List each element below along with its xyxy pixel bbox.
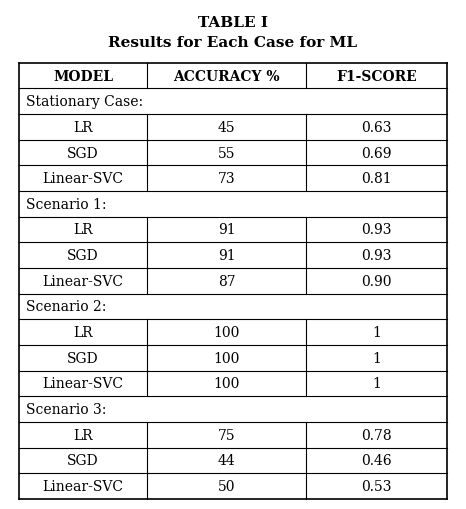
Text: SGD: SGD	[67, 454, 99, 467]
Text: 50: 50	[218, 479, 235, 493]
Text: 0.78: 0.78	[361, 428, 392, 442]
Text: 100: 100	[213, 351, 240, 365]
Text: 0.93: 0.93	[361, 223, 392, 237]
Text: Linear-SVC: Linear-SVC	[42, 377, 123, 390]
Text: LR: LR	[73, 325, 93, 340]
Text: 0.90: 0.90	[361, 274, 392, 288]
Text: Scenario 3:: Scenario 3:	[26, 402, 106, 416]
Text: 100: 100	[213, 377, 240, 390]
Text: LR: LR	[73, 428, 93, 442]
Text: 75: 75	[218, 428, 235, 442]
Text: 0.69: 0.69	[361, 146, 392, 160]
Text: Scenario 1:: Scenario 1:	[26, 197, 106, 211]
Text: 0.81: 0.81	[361, 172, 392, 186]
Text: 1: 1	[372, 351, 381, 365]
Text: Linear-SVC: Linear-SVC	[42, 479, 123, 493]
Text: 44: 44	[218, 454, 235, 467]
Text: 45: 45	[218, 121, 235, 134]
Text: MODEL: MODEL	[53, 69, 113, 83]
Text: Linear-SVC: Linear-SVC	[42, 172, 123, 186]
Text: 0.53: 0.53	[361, 479, 392, 493]
Text: 1: 1	[372, 377, 381, 390]
Text: 100: 100	[213, 325, 240, 340]
Text: 0.46: 0.46	[361, 454, 392, 467]
Text: Scenario 2:: Scenario 2:	[26, 300, 106, 314]
Text: 1: 1	[372, 325, 381, 340]
Text: 55: 55	[218, 146, 235, 160]
Text: LR: LR	[73, 121, 93, 134]
Text: 91: 91	[218, 223, 235, 237]
Text: 73: 73	[218, 172, 235, 186]
Text: Linear-SVC: Linear-SVC	[42, 274, 123, 288]
Text: F1-SCORE: F1-SCORE	[336, 69, 417, 83]
Text: TABLE I: TABLE I	[198, 16, 268, 30]
Text: SGD: SGD	[67, 351, 99, 365]
Text: 0.63: 0.63	[361, 121, 392, 134]
Text: Results for Each Case for ML: Results for Each Case for ML	[109, 36, 357, 50]
Text: SGD: SGD	[67, 248, 99, 263]
Text: 0.93: 0.93	[361, 248, 392, 263]
Text: Stationary Case:: Stationary Case:	[26, 95, 143, 109]
Text: LR: LR	[73, 223, 93, 237]
Text: ACCURACY %: ACCURACY %	[173, 69, 280, 83]
Text: 87: 87	[218, 274, 235, 288]
Text: SGD: SGD	[67, 146, 99, 160]
Text: 91: 91	[218, 248, 235, 263]
